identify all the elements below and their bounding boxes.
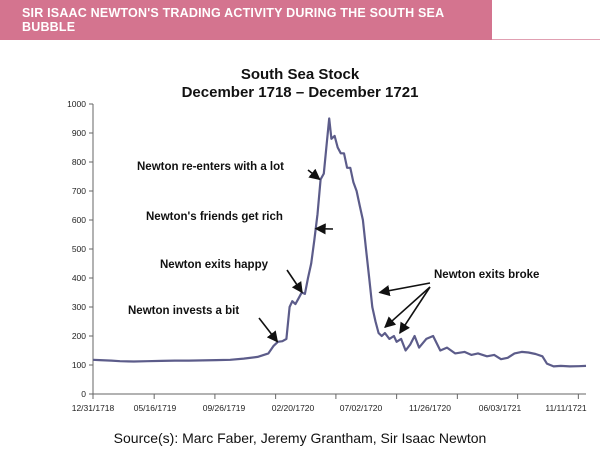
source-note: Source(s): Marc Faber, Jeremy Grantham, … [113,430,487,446]
x-tick-label: 09/26/1719 [203,403,246,413]
annotation-arrow [378,282,431,297]
annotation-arrow [258,317,279,343]
chart-title: South Sea Stock [240,66,360,83]
y-tick-label: 500 [72,244,86,254]
y-tick-label: 200 [72,331,86,341]
x-tick-label: 11/26/1720 [409,403,451,413]
y-tick-label: 400 [72,273,86,283]
south-sea-stock-chart: 0 100 200 300 400 500 600 700 800 900 1000 12/31/17… [67,99,587,413]
annotation-arrow [286,269,303,294]
x-tick-label: 06/03/1721 [479,403,522,413]
annotation-label: Newton exits happy [160,259,269,271]
y-tick-label: 100 [72,360,86,370]
annotation-arrow [384,286,431,329]
x-tick-label: 11/11/1721 [545,403,587,413]
x-tick-label: 07/02/1720 [340,403,383,413]
y-tick-label: 700 [72,186,86,196]
y-tick-label: 600 [72,215,86,225]
banner: SIR ISAAC NEWTON'S TRADING ACTIVITY DURI… [0,0,492,40]
y-tick-label: 300 [72,302,86,312]
x-tick-label: 05/16/1719 [134,403,177,413]
x-tick-label: 02/20/1720 [272,403,315,413]
banner-divider [492,39,600,40]
chart-subtitle: December 1718 – December 1721 [181,84,419,101]
y-tick-label: 0 [81,389,86,399]
annotation-label: Newton invests a bit [128,305,239,317]
y-tick-label: 900 [72,128,86,138]
annotation-label: Newton re-enters with a lot [137,161,284,173]
annotation-label: Newton exits broke [434,269,539,281]
annotation-label: Newton's friends get rich [146,211,283,223]
x-tick-label: 12/31/1718 [72,403,115,413]
y-tick-label: 800 [72,157,86,167]
banner-title: SIR ISAAC NEWTON'S TRADING ACTIVITY DURI… [22,6,444,34]
y-tick-label: 1000 [67,99,86,109]
annotation-arrow [307,168,321,181]
price-line [92,117,587,368]
annotation-arrow [399,286,431,335]
